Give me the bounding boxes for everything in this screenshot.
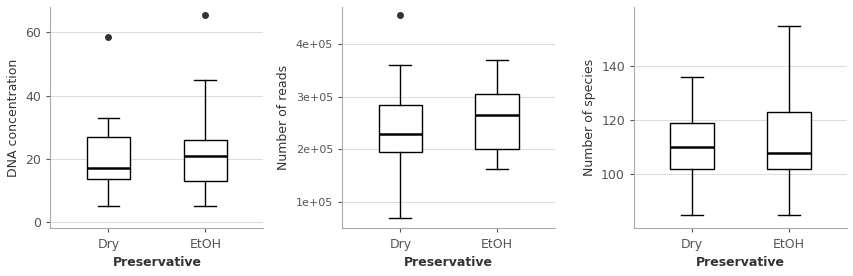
PathPatch shape — [670, 123, 713, 169]
X-axis label: Preservative: Preservative — [113, 256, 201, 269]
PathPatch shape — [475, 94, 519, 149]
Y-axis label: DNA concentration: DNA concentration — [7, 59, 20, 177]
Y-axis label: Number of species: Number of species — [582, 59, 595, 176]
PathPatch shape — [87, 137, 131, 179]
PathPatch shape — [183, 140, 227, 181]
X-axis label: Preservative: Preservative — [403, 256, 493, 269]
X-axis label: Preservative: Preservative — [695, 256, 784, 269]
PathPatch shape — [378, 105, 421, 152]
Y-axis label: Number of reads: Number of reads — [277, 65, 290, 170]
PathPatch shape — [766, 112, 809, 169]
